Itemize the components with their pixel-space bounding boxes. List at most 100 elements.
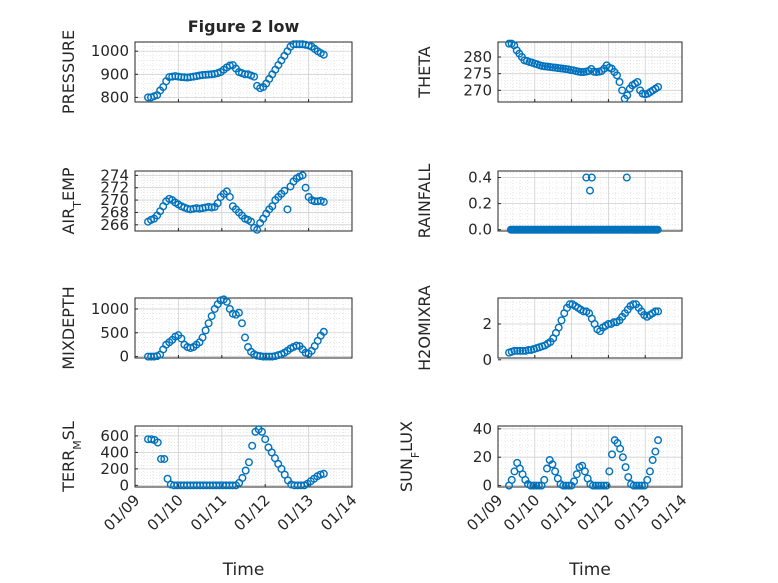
data-point (622, 173, 631, 182)
data-point (602, 481, 611, 490)
y-tick-label: 0 (482, 477, 492, 495)
data-point (283, 205, 292, 214)
data-point (559, 481, 568, 490)
axes-box (497, 297, 683, 359)
data-point (147, 435, 156, 444)
x-tick-label: 01/14 (317, 491, 360, 534)
data-point (244, 458, 253, 467)
data-point (653, 225, 662, 234)
y-tick-label: 800 (100, 88, 129, 106)
data-point (540, 475, 549, 484)
data-point (177, 334, 186, 343)
data-point (608, 450, 617, 459)
data-point (513, 346, 522, 355)
data-point (204, 319, 213, 328)
data-point (561, 481, 570, 490)
y-tick-label: 266 (100, 216, 129, 234)
data-point (241, 466, 250, 475)
y-tick-label: 0.4 (468, 169, 492, 187)
y-tick-label: 500 (100, 324, 129, 342)
data-point (572, 470, 581, 479)
data-point (316, 470, 325, 479)
y-tick-label: 20 (473, 448, 492, 466)
data-point (651, 307, 660, 316)
data-point (618, 453, 627, 462)
data-point (651, 447, 660, 456)
chart-title: Figure 2 low (188, 17, 300, 36)
data-point (237, 319, 246, 328)
data-point (589, 481, 598, 490)
data-point (225, 192, 234, 201)
data-point (526, 481, 535, 490)
subplot-1: 800 900 1000 Figure 2 low PRESSURE (59, 17, 353, 114)
y-tick-label: 400 (100, 443, 129, 461)
data-point (629, 481, 638, 490)
data-point (280, 186, 289, 195)
data-point (163, 474, 172, 483)
data-point (207, 203, 216, 212)
x-tick-label: 01/13 (274, 491, 317, 534)
x-tick-label: 01/09 (463, 491, 506, 534)
data-point (153, 438, 162, 447)
y-tick-label: 0 (119, 476, 129, 494)
data-point (532, 481, 541, 490)
axes-box (134, 170, 353, 232)
data-point (524, 345, 533, 354)
y-axis-label: RAINFALL (415, 164, 434, 239)
data-point (234, 308, 243, 317)
data-point (542, 464, 551, 473)
axes-box (134, 41, 353, 103)
data-point (248, 441, 257, 450)
data-point (201, 326, 210, 335)
data-point (554, 323, 563, 332)
axes-box (134, 297, 353, 359)
y-tick-label: 270 (100, 191, 129, 209)
data-point (319, 327, 328, 336)
data-point (654, 436, 663, 445)
data-point (587, 173, 596, 182)
y-tick-label: 270 (463, 81, 492, 99)
data-point (267, 448, 276, 457)
data-point (623, 91, 632, 100)
axes-box (497, 41, 683, 103)
data-point (576, 67, 585, 76)
data-point (597, 481, 606, 490)
y-tick-label: 0 (482, 351, 492, 369)
data-point (238, 473, 247, 482)
data-point (228, 481, 237, 490)
data-point (213, 199, 222, 208)
data-point (654, 307, 663, 316)
y-tick-label: 1000 (91, 300, 129, 318)
data-point (599, 481, 608, 490)
y-axis-label: AIRTEMP (59, 167, 84, 234)
data-point (518, 346, 527, 355)
x-tick-label: 01/10 (144, 491, 187, 534)
data-point (292, 341, 301, 350)
x-tick-label: 01/14 (647, 491, 690, 534)
y-tick-label: 40 (473, 420, 492, 438)
data-point (301, 183, 310, 192)
data-point (319, 197, 328, 206)
data-point (270, 454, 279, 463)
y-tick-label: 275 (463, 65, 492, 83)
data-point (277, 464, 286, 473)
data-point (643, 475, 652, 484)
data-point (591, 481, 600, 490)
x-axis-label: Time (568, 560, 611, 580)
subplot-5: 0 500 1000 MIXDEPTH (59, 286, 353, 370)
data-point (250, 72, 259, 81)
data-point (261, 435, 270, 444)
data-point (529, 481, 538, 490)
y-axis-label: TERRMSL (59, 421, 84, 493)
data-point (319, 50, 328, 59)
x-tick-label: 01/09 (100, 491, 143, 534)
data-point (570, 477, 579, 486)
x-tick-label: 01/11 (187, 491, 230, 534)
data-point (637, 481, 646, 490)
data-point (551, 467, 560, 476)
axes-box (134, 425, 353, 488)
